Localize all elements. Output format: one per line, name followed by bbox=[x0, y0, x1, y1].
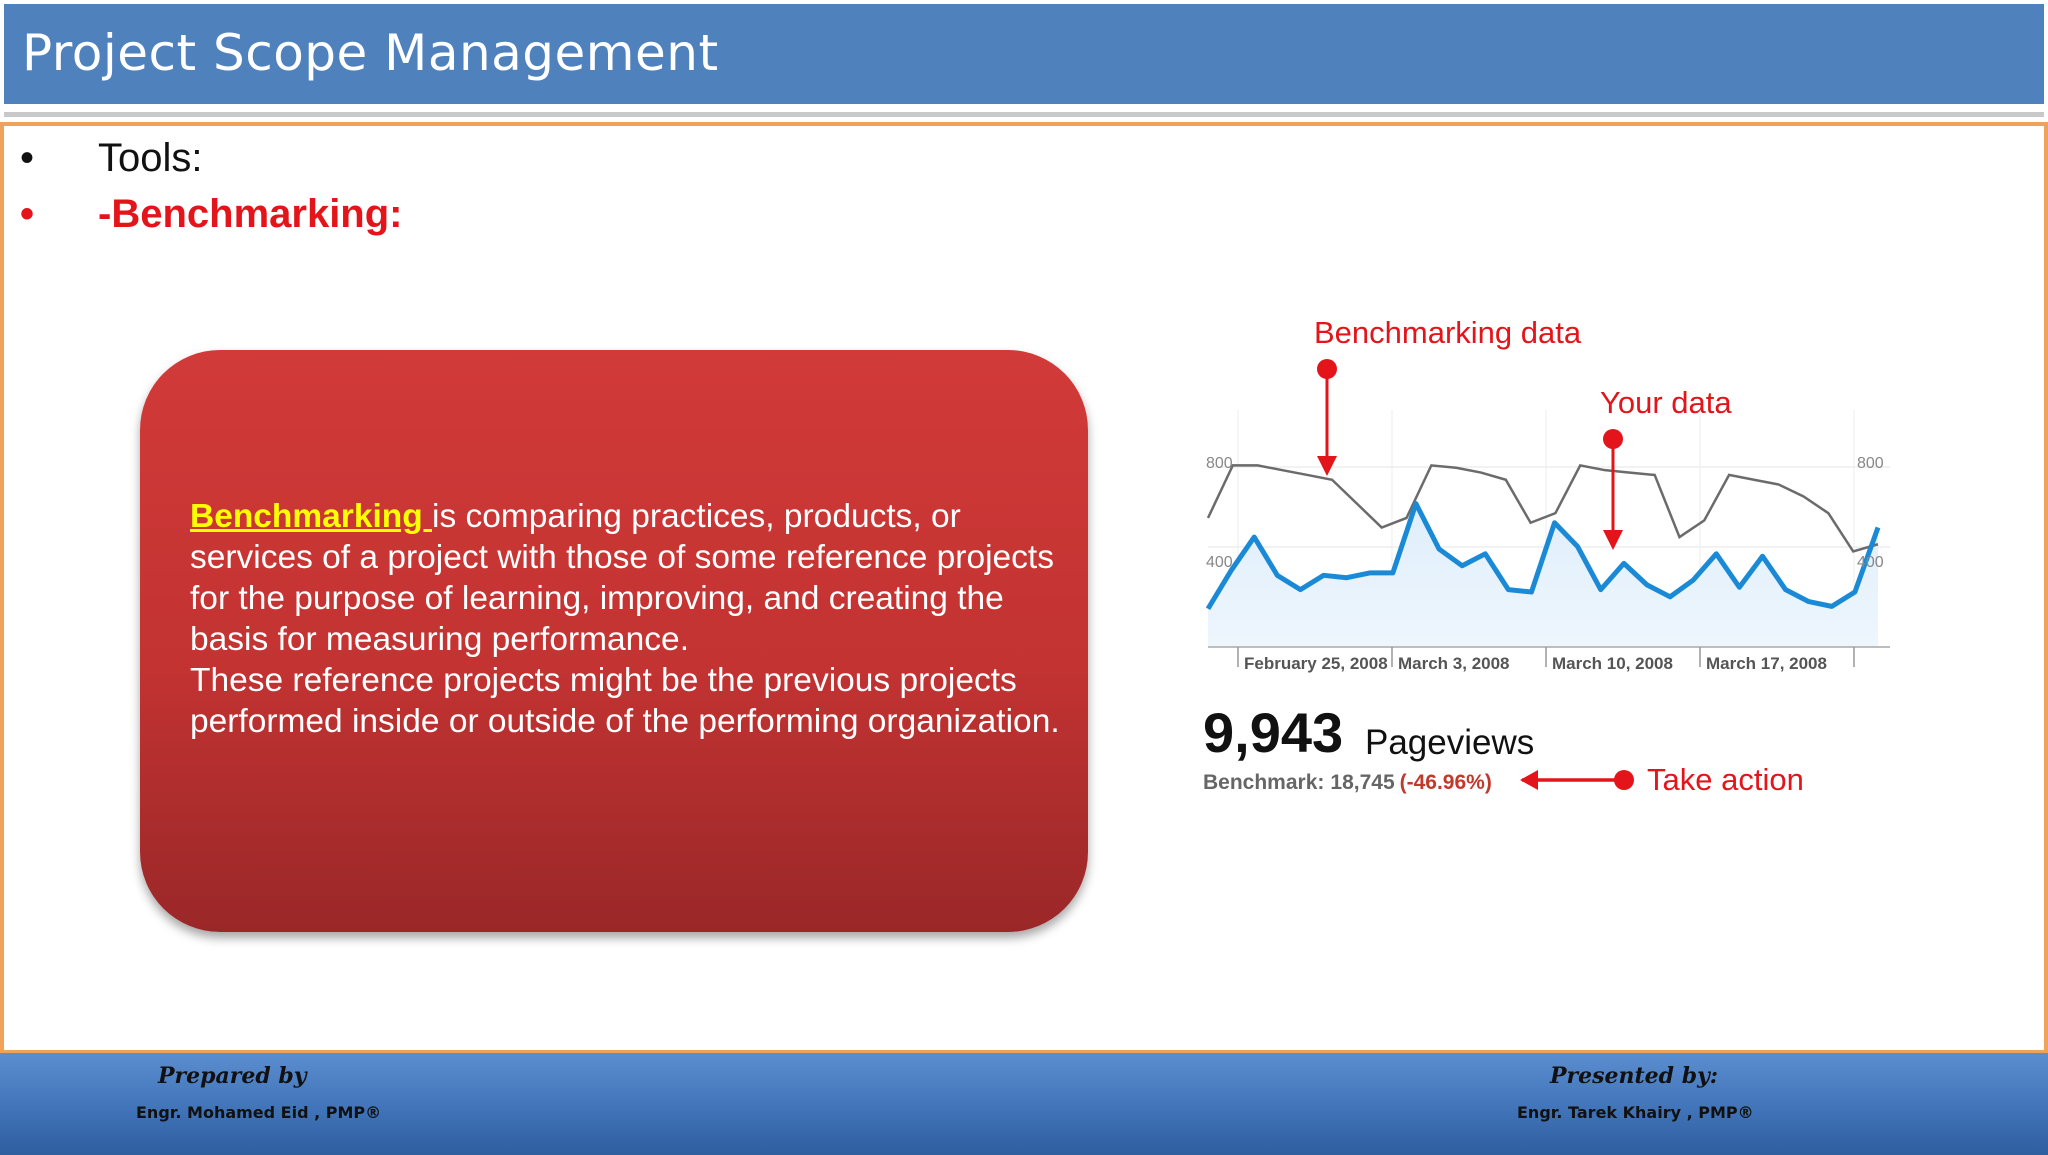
content-frame bbox=[0, 122, 2048, 1050]
benchmark-change: (-46.96%) bbox=[1400, 771, 1492, 794]
pageviews-label: Pageviews bbox=[1365, 723, 1534, 762]
annotation-take-action: Take action bbox=[1647, 762, 1804, 797]
x-tick-label: March 3, 2008 bbox=[1398, 654, 1510, 673]
pageviews-value: 9,943 bbox=[1203, 701, 1343, 764]
definition-box: Benchmarking is comparing practices, pro… bbox=[140, 350, 1088, 932]
benchmark-series-line bbox=[1206, 463, 1879, 553]
bullet-marker: • bbox=[20, 192, 35, 236]
footer-bar: Prepared by Engr. Mohamed Eid , PMP® Pre… bbox=[0, 1050, 2048, 1155]
benchmark-chart: 800 400 800 400 February 25, 2008 March … bbox=[1203, 315, 1890, 797]
x-tick-label: February 25, 2008 bbox=[1244, 654, 1388, 673]
y-tick-800-left: 800 bbox=[1206, 455, 1233, 472]
presented-by-name: Engr. Tarek Khairy , PMP® bbox=[1517, 1103, 1754, 1122]
title-bar: Project Scope Management bbox=[4, 4, 2044, 104]
prepared-by-label: Prepared by bbox=[158, 1063, 307, 1089]
y-tick-800-right: 800 bbox=[1857, 455, 1884, 472]
bullet-text: -Benchmarking: bbox=[98, 192, 403, 236]
definition-keyword: Benchmarking bbox=[190, 498, 433, 535]
bullet-text: Tools: bbox=[98, 136, 203, 180]
annotation-benchmarking-data: Benchmarking data bbox=[1314, 315, 1582, 350]
annotation-arrowhead bbox=[1603, 530, 1623, 550]
y-tick-400-right: 400 bbox=[1857, 554, 1884, 571]
definition-body: is comparing practices, products, or ser… bbox=[190, 498, 1054, 658]
definition-text: Benchmarking is comparing practices, pro… bbox=[190, 496, 1070, 742]
y-tick-400-left: 400 bbox=[1206, 554, 1233, 571]
annotation-your-data: Your data bbox=[1600, 385, 1732, 420]
annotation-arrowhead bbox=[1317, 456, 1337, 476]
title-divider bbox=[4, 112, 2044, 117]
definition-body-2: These reference projects might be the pr… bbox=[190, 662, 1060, 740]
benchmark-stat-label: Benchmark: bbox=[1203, 771, 1324, 794]
bullet-marker: • bbox=[20, 136, 35, 180]
slide-title: Project Scope Management bbox=[22, 24, 719, 82]
prepared-by-name: Engr. Mohamed Eid , PMP® bbox=[136, 1103, 382, 1122]
your-data-area bbox=[1208, 503, 1878, 647]
x-tick-label: March 17, 2008 bbox=[1706, 654, 1827, 673]
your-data-series-line bbox=[1205, 501, 1881, 611]
take-action-arrowhead bbox=[1520, 770, 1538, 790]
presented-by-label: Presented by: bbox=[1550, 1063, 1718, 1089]
take-action-dot bbox=[1614, 770, 1634, 790]
x-tick-label: March 10, 2008 bbox=[1552, 654, 1673, 673]
benchmark-stat: Benchmark: 18,745 (-46.96%) bbox=[1203, 771, 1492, 794]
benchmark-stat-value: 18,745 bbox=[1330, 771, 1395, 794]
